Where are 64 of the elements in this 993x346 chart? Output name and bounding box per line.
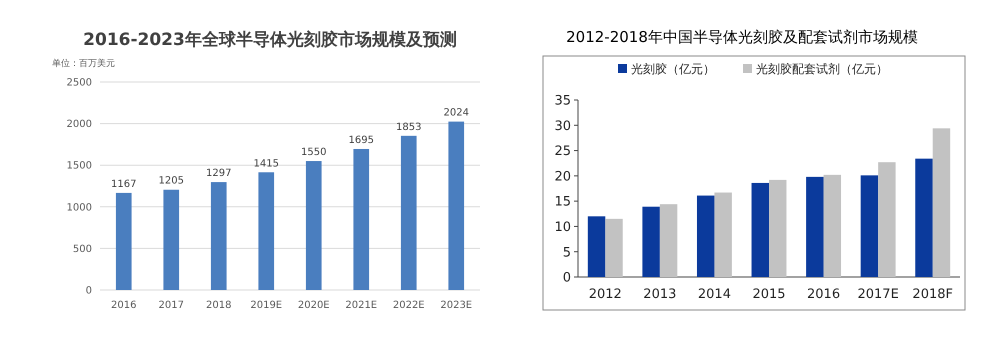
bar	[605, 218, 623, 277]
y-tick-label: 10	[554, 220, 571, 235]
data-label: 1695	[348, 134, 374, 146]
bar	[306, 161, 322, 290]
bar	[353, 148, 370, 290]
bar	[116, 192, 132, 290]
x-tick-label: 2015	[752, 287, 786, 302]
y-tick-label: 2500	[66, 78, 92, 88]
y-tick-label: 0	[86, 286, 92, 296]
y-tick-label: 15	[554, 194, 571, 210]
x-tick-label: 2019E	[250, 300, 282, 311]
data-label: 1415	[254, 158, 279, 170]
bar	[696, 196, 714, 277]
bar	[714, 192, 732, 277]
bar	[878, 162, 896, 277]
bar	[163, 190, 180, 290]
x-tick-label: 2021E	[345, 300, 378, 311]
chart-title: 2016-2023年全球半导体光刻胶市场规模及预测	[83, 30, 457, 50]
y-tick-label: 2000	[66, 119, 92, 130]
bar	[448, 122, 464, 290]
legend-label: 光刻胶（亿元）	[631, 62, 715, 76]
data-label: 1853	[396, 122, 422, 133]
data-label: 1205	[158, 176, 184, 187]
x-tick-label: 2017	[158, 300, 184, 311]
bar	[860, 175, 878, 277]
chart-title: 2012-2018年中国半导体光刻胶及配套试剂市场规模	[566, 28, 918, 46]
x-tick-label: 2018	[206, 300, 232, 311]
y-tick-label: 35	[554, 94, 571, 109]
y-tick-label: 0	[562, 270, 571, 286]
bar	[642, 206, 660, 277]
bar	[588, 216, 606, 277]
data-label: 1550	[301, 147, 326, 158]
bar	[806, 176, 824, 277]
legend-label: 光刻胶配套试剂（亿元）	[756, 62, 888, 76]
x-tick-label: 2022E	[392, 300, 425, 311]
x-tick-label: 2020E	[298, 300, 330, 311]
bar	[769, 180, 786, 277]
y-tick-label: 1000	[66, 202, 92, 214]
y-tick-label: 20	[554, 169, 571, 184]
bar	[752, 182, 769, 277]
y-tick-label: 500	[72, 244, 92, 255]
x-tick-label: 2012	[588, 287, 622, 302]
x-tick-label: 2017E	[857, 287, 899, 302]
data-label: 1297	[206, 168, 232, 180]
y-tick-label: 5	[562, 245, 571, 260]
bar	[210, 182, 227, 290]
bar	[915, 158, 933, 277]
y-tick-label: 25	[554, 144, 571, 160]
x-tick-label: 2014	[698, 287, 731, 302]
y-tick-label: 1500	[66, 160, 92, 172]
y-axis-title: 单位：百万美元	[52, 58, 115, 69]
y-tick-label: 30	[554, 118, 571, 134]
x-tick-label: 2013	[643, 287, 676, 302]
data-label: 1167	[111, 178, 136, 190]
x-tick-label: 2018F	[912, 287, 953, 302]
x-tick-label: 2016	[111, 300, 136, 311]
bar	[932, 128, 950, 277]
data-label: 2024	[444, 108, 469, 119]
bar	[660, 204, 678, 277]
bar	[400, 136, 417, 290]
x-tick-label: 2016	[807, 287, 840, 302]
x-tick-label: 2023E	[440, 300, 472, 311]
bar	[824, 174, 842, 277]
bar	[258, 172, 274, 290]
